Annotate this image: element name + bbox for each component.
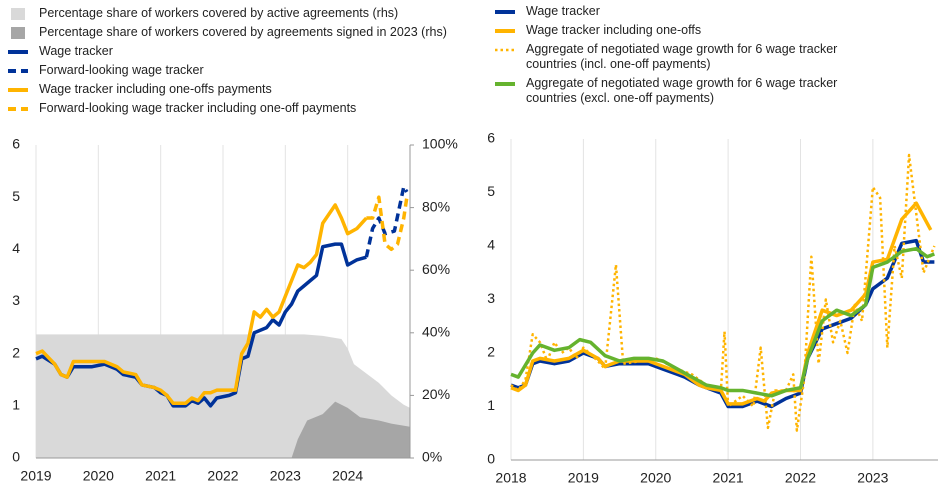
y-tick-label: 6 xyxy=(487,130,495,146)
legend-label: Wage tracker including one-offs payments xyxy=(39,82,272,96)
x-tick-label: 2021 xyxy=(145,468,176,484)
x-tick-label: 2023 xyxy=(857,470,888,486)
legend-label: Aggregate of negotiated wage growth for … xyxy=(526,42,838,71)
legend-label: Forward-looking wage tracker xyxy=(39,63,204,77)
y-tick-label: 1 xyxy=(487,397,495,413)
y-tick-label: 2 xyxy=(487,344,495,360)
y-tick-label: 6 xyxy=(12,136,20,152)
y-tick-label: 5 xyxy=(487,183,495,199)
legend-swatch xyxy=(8,88,28,92)
legend-entry: Aggregate of negotiated wage growth for … xyxy=(492,42,932,72)
line xyxy=(366,195,409,252)
x-tick-label: 2023 xyxy=(270,468,301,484)
swatch xyxy=(11,27,25,39)
legend-swatch xyxy=(8,107,28,111)
x-tick-label: 2020 xyxy=(640,470,671,486)
legend-entry: Wage tracker xyxy=(5,44,485,59)
legend-swatch xyxy=(11,27,25,39)
legend-label: Percentage share of workers covered by a… xyxy=(39,6,399,20)
x-tick-label: 2021 xyxy=(713,470,744,486)
legend-swatch xyxy=(495,82,515,86)
y2-tick-label: 0% xyxy=(422,449,442,465)
x-tick-label: 2019 xyxy=(20,468,51,484)
legend: Wage tracker Wage tracker including one-o… xyxy=(492,4,932,110)
line xyxy=(35,203,368,405)
y2-tick-label: 60% xyxy=(422,261,450,277)
legend-label: Wage tracker including one-offs xyxy=(526,23,702,37)
legend-label: Aggregate of negotiated wage growth for … xyxy=(526,76,838,105)
x-tick-label: 2022 xyxy=(785,470,816,486)
legend-entry: Percentage share of workers covered by a… xyxy=(5,6,485,21)
y-tick-label: 5 xyxy=(12,188,20,204)
y2-tick-label: 40% xyxy=(422,324,450,340)
y-tick-label: 1 xyxy=(12,397,20,413)
x-tick-label: 2024 xyxy=(332,468,363,484)
legend-entry: Wage tracker xyxy=(492,4,932,19)
legend-swatch xyxy=(8,50,28,54)
legend-swatch xyxy=(11,8,25,20)
x-tick-label: 2019 xyxy=(568,470,599,486)
y-tick-label: 3 xyxy=(487,290,495,306)
area xyxy=(291,401,410,458)
legend-swatch xyxy=(495,29,515,33)
legend: Percentage share of workers covered by a… xyxy=(5,6,485,120)
legend-entry: Percentage share of workers covered by a… xyxy=(5,25,485,40)
x-tick-label: 2018 xyxy=(495,470,526,486)
legend-entry: Wage tracker including one-offs payments xyxy=(5,82,485,97)
y-tick-label: 4 xyxy=(12,240,20,256)
y-tick-label: 3 xyxy=(12,292,20,308)
line xyxy=(510,246,935,398)
legend-label: Percentage share of workers covered by a… xyxy=(39,25,447,39)
legend-swatch xyxy=(495,48,515,52)
y-tick-label: 0 xyxy=(487,451,495,467)
y-tick-label: 0 xyxy=(12,449,20,465)
legend-label: Wage tracker xyxy=(39,44,113,58)
legend-entry: Forward-looking wage tracker xyxy=(5,63,485,78)
y-tick-label: 4 xyxy=(487,237,495,253)
y-tick-label: 2 xyxy=(12,344,20,360)
legend-entry: Forward-looking wage tracker including o… xyxy=(5,101,485,116)
legend-entry: Aggregate of negotiated wage growth for … xyxy=(492,76,932,106)
legend-label: Wage tracker xyxy=(526,4,600,18)
y2-tick-label: 80% xyxy=(422,198,450,214)
y2-tick-label: 100% xyxy=(422,136,458,152)
x-tick-label: 2022 xyxy=(207,468,238,484)
legend-entry: Wage tracker including one-offs xyxy=(492,23,932,38)
x-tick-label: 2020 xyxy=(83,468,114,484)
legend-swatch xyxy=(495,10,515,14)
legend-swatch xyxy=(8,69,28,73)
swatch xyxy=(11,8,25,20)
y2-tick-label: 20% xyxy=(422,386,450,402)
line xyxy=(35,242,367,408)
legend-label: Forward-looking wage tracker including o… xyxy=(39,101,357,115)
